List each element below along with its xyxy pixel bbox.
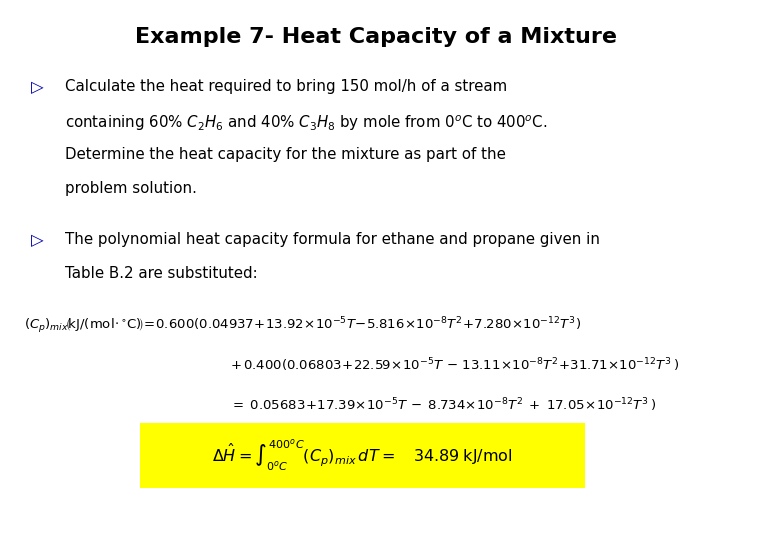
Text: containing 60% $C_2H_6$ and 40% $C_3H_8$ by mole from 0$^{o}$C to 400$^{o}$C.: containing 60% $C_2H_6$ and 40% $C_3H_8$…: [65, 113, 548, 133]
Text: Table B.2 are substituted:: Table B.2 are substituted:: [65, 266, 257, 281]
Text: Example 7- Heat Capacity of a Mixture: Example 7- Heat Capacity of a Mixture: [134, 27, 616, 47]
Text: $\rhd$: $\rhd$: [30, 79, 44, 96]
Text: Calculate the heat required to bring 150 mol/h of a stream: Calculate the heat required to bring 150…: [65, 79, 507, 94]
Text: $\rhd$: $\rhd$: [30, 232, 44, 249]
Text: problem solution.: problem solution.: [65, 181, 197, 196]
Text: $(C_p)_{mix}\!\left(\!\mathrm{kJ/(mol\!\cdot\!{^\circ}\!C)}\!\right)\!=\!0.600(0: $(C_p)_{mix}\!\left(\!\mathrm{kJ/(mol\!\…: [24, 316, 581, 336]
Text: The polynomial heat capacity formula for ethane and propane given in: The polynomial heat capacity formula for…: [65, 232, 600, 247]
Text: Determine the heat capacity for the mixture as part of the: Determine the heat capacity for the mixt…: [65, 147, 506, 162]
Text: $\Delta\hat{H} = \int_{0^o C}^{400^o C} (C_p)_{mix}\,dT = \quad 34.89\;\mathrm{k: $\Delta\hat{H} = \int_{0^o C}^{400^o C} …: [212, 437, 512, 474]
Text: $+\,0.400(0.06803\!+\!22.59\!\times\!10^{-5}T\,-\,13.11\!\times\!10^{-8}T^2\!+\!: $+\,0.400(0.06803\!+\!22.59\!\times\!10^…: [229, 356, 679, 374]
Text: $=\;0.05683\!+\!17.39\!\times\!10^{-5}T\,-\;8.734\!\times\!10^{-8}T^2\;+\;17.05\: $=\;0.05683\!+\!17.39\!\times\!10^{-5}T\…: [229, 396, 656, 414]
FancyBboxPatch shape: [140, 423, 585, 488]
